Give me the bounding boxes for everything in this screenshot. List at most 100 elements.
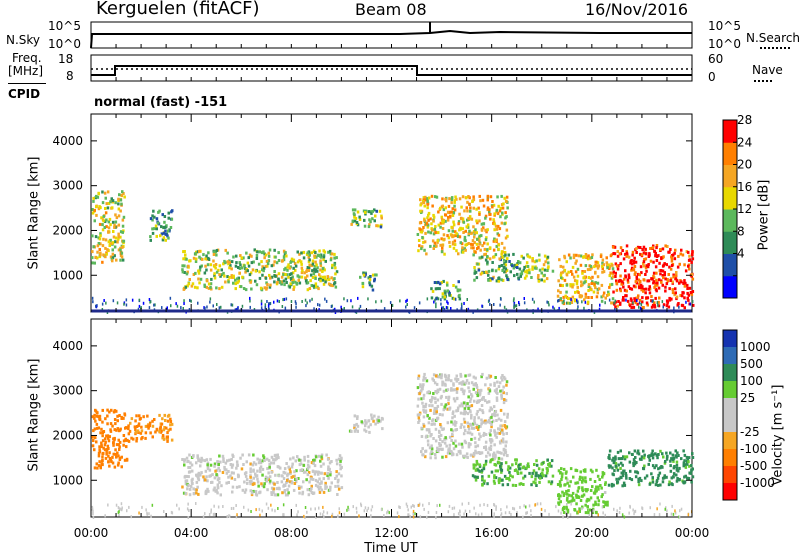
scatter-cell <box>504 263 508 267</box>
clutter-cell <box>358 514 360 518</box>
scatter-cell <box>381 427 384 431</box>
scatter-cell <box>462 417 466 421</box>
scatter-cell <box>310 484 313 488</box>
scatter-cell <box>447 395 451 399</box>
scatter-cell <box>269 276 272 280</box>
scatter-cell <box>210 481 213 484</box>
scatter-cell <box>313 264 316 268</box>
scatter-cell <box>426 201 429 205</box>
scatter-cell <box>229 474 232 478</box>
scatter-cell <box>581 505 584 509</box>
scatter-cell <box>374 273 377 277</box>
scatter-cell <box>684 281 687 285</box>
scatter-cell <box>447 236 451 240</box>
scatter-cell <box>504 444 507 448</box>
scatter-cell <box>441 204 444 208</box>
scatter-cell <box>492 248 496 252</box>
scatter-cell <box>310 284 313 287</box>
scatter-cell <box>241 266 244 270</box>
scatter-cell <box>373 208 376 212</box>
scatter-cell <box>451 229 454 233</box>
scatter-cell <box>578 510 581 513</box>
scatter-cell <box>249 467 252 471</box>
scatter-cell <box>236 473 240 477</box>
scatter-cell <box>187 466 190 469</box>
scatter-cell <box>282 484 285 488</box>
scatter-cell <box>499 206 502 210</box>
scatter-cell <box>227 262 230 266</box>
scatter-cell <box>495 398 499 402</box>
clutter-cell <box>540 507 543 511</box>
scatter-cell <box>258 270 261 274</box>
scatter-cell <box>289 457 292 461</box>
clutter-cell <box>388 511 390 515</box>
scatter-cell <box>499 408 503 412</box>
scatter-cell <box>479 248 482 252</box>
clutter-cell <box>270 503 272 507</box>
clutter-cell <box>112 299 115 303</box>
scatter-cell <box>557 469 561 473</box>
clutter-cell <box>685 300 687 304</box>
clutter-cell <box>665 506 667 510</box>
scatter-cell <box>613 469 616 473</box>
clutter-cell <box>230 303 232 307</box>
scatter-cell <box>672 273 675 277</box>
scatter-cell <box>516 262 519 266</box>
velocity-colorbar-label: -500 <box>740 459 767 473</box>
scatter-cell <box>230 471 234 475</box>
clutter-cell <box>290 300 293 303</box>
scatter-cell <box>288 285 292 289</box>
clutter-cell <box>347 508 350 512</box>
scatter-cell <box>267 259 271 263</box>
scatter-cell <box>132 437 135 441</box>
scatter-cell <box>637 477 640 481</box>
scatter-cell <box>107 240 111 244</box>
scatter-cell <box>586 257 590 261</box>
scatter-cell <box>425 379 429 383</box>
scatter-cell <box>364 421 367 425</box>
scatter-cell <box>364 429 368 433</box>
scatter-cell <box>649 247 652 250</box>
scatter-cell <box>426 414 429 417</box>
scatter-cell <box>480 468 484 472</box>
scatter-cell <box>653 466 656 470</box>
clutter-cell <box>216 303 218 306</box>
scatter-cell <box>447 204 451 208</box>
scatter-cell <box>444 383 447 387</box>
scatter-cell <box>489 421 492 425</box>
scatter-cell <box>456 378 460 381</box>
scatter-cell <box>466 225 470 229</box>
scatter-cell <box>187 483 190 487</box>
scatter-cell <box>491 261 494 264</box>
scatter-cell <box>419 383 422 387</box>
scatter-cell <box>436 404 440 408</box>
clutter-cell <box>145 508 147 512</box>
scatter-cell <box>319 279 322 283</box>
scatter-cell <box>370 284 374 288</box>
scatter-cell <box>687 264 690 268</box>
scatter-cell <box>599 253 603 257</box>
scatter-cell <box>679 252 682 256</box>
power-xticks <box>90 114 693 312</box>
clutter-cell <box>297 510 299 514</box>
scatter-cell <box>492 221 495 225</box>
scatter-cell <box>93 413 96 417</box>
scatter-cell <box>648 285 651 289</box>
scatter-cell <box>653 303 656 307</box>
scatter-cell <box>579 254 583 258</box>
scatter-cell <box>435 407 438 410</box>
scatter-cell <box>630 262 634 266</box>
scatter-cell <box>548 464 551 468</box>
scatter-cell <box>439 423 442 426</box>
scatter-cell <box>575 259 578 263</box>
scatter-cell <box>531 257 534 260</box>
scatter-cell <box>437 231 440 235</box>
scatter-cell <box>654 483 658 487</box>
scatter-cell <box>226 275 229 279</box>
scatter-cell <box>95 462 98 466</box>
scatter-cell <box>440 448 444 451</box>
scatter-cell <box>242 463 245 466</box>
scatter-cell <box>117 454 120 458</box>
scatter-cell <box>433 244 436 248</box>
